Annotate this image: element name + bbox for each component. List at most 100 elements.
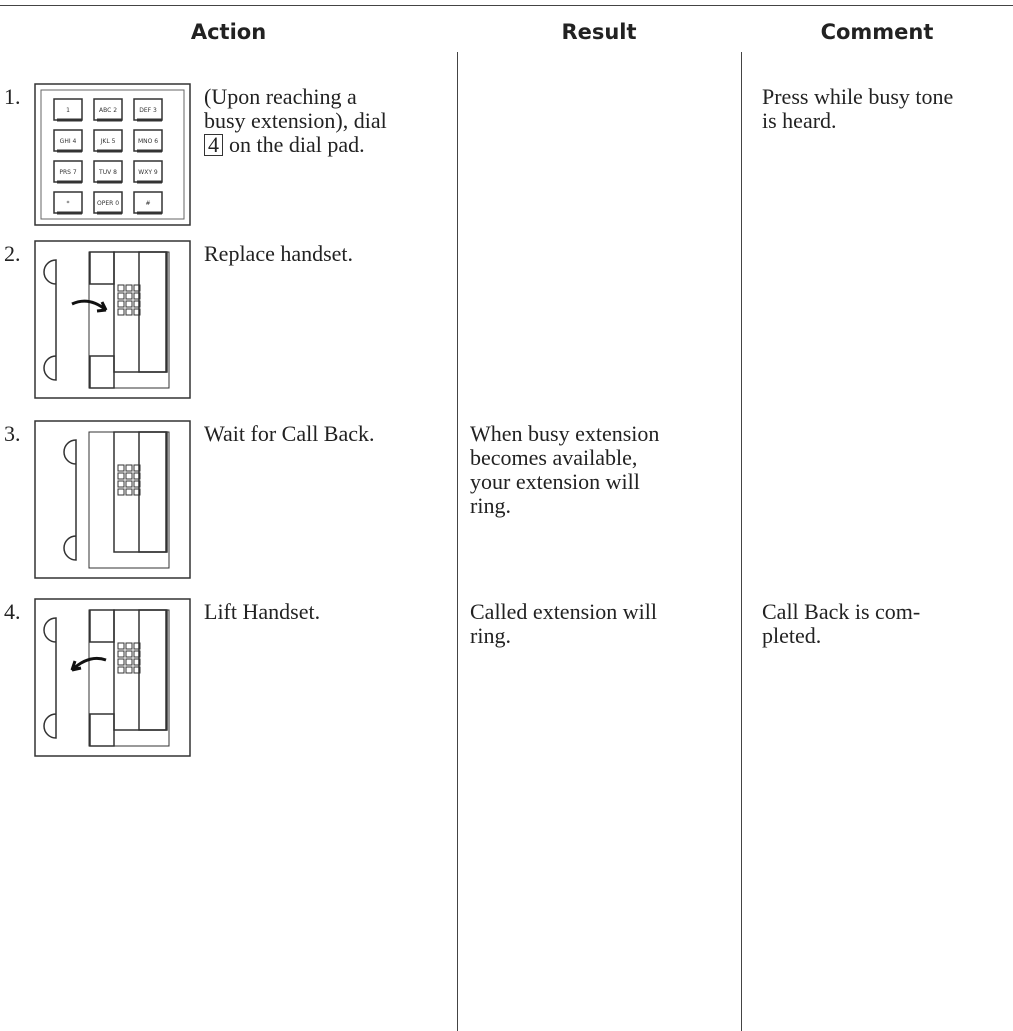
comment-text: Call Back is com- xyxy=(762,599,921,624)
body xyxy=(138,609,168,731)
key xyxy=(125,308,133,316)
key xyxy=(117,464,125,472)
key-label: DEF 3 xyxy=(139,107,157,114)
key xyxy=(125,642,133,650)
key xyxy=(117,284,125,292)
step-number: 1. xyxy=(4,84,21,109)
comment-text: pleted. xyxy=(762,623,822,648)
step-number: 4. xyxy=(4,599,21,624)
key-label: # xyxy=(145,200,150,207)
key xyxy=(117,666,125,674)
key-label: PRS 7 xyxy=(59,169,77,176)
illustration xyxy=(34,240,191,399)
illustration: 1 ABC 2 DEF 3 GHI 4 JKL 5 MNO 6 PRS 7 TUV 8 WXY … xyxy=(34,83,191,226)
frame xyxy=(34,83,191,226)
comment-text: is heard. xyxy=(762,108,837,133)
action-text: Wait for Call Back. xyxy=(204,421,375,446)
handset xyxy=(43,617,57,739)
key xyxy=(133,480,141,488)
body xyxy=(138,251,168,373)
column-divider xyxy=(741,52,742,1031)
key xyxy=(133,464,141,472)
body xyxy=(88,251,170,389)
key xyxy=(133,472,141,480)
key-label: OPER 0 xyxy=(97,200,119,207)
frame xyxy=(34,240,191,399)
action-text: Lift Handset. xyxy=(204,599,321,624)
key xyxy=(133,488,141,496)
key xyxy=(117,308,125,316)
key xyxy=(133,292,141,300)
body xyxy=(88,609,170,747)
key-label: WXY 9 xyxy=(138,169,158,176)
key xyxy=(117,642,125,650)
frame xyxy=(34,598,191,757)
arrow xyxy=(70,656,107,672)
key-label: JKL 5 xyxy=(100,138,116,145)
action-text: 4 on the dial pad. xyxy=(204,133,365,157)
step-number: 2. xyxy=(4,241,21,266)
key xyxy=(133,658,141,666)
frame xyxy=(40,89,185,220)
key xyxy=(125,284,133,292)
cradle xyxy=(89,251,115,285)
comment-text: Press while busy tone xyxy=(762,84,954,109)
result-text: your extension will xyxy=(470,469,640,494)
cradle xyxy=(89,355,115,389)
action-text: (Upon reaching a xyxy=(204,84,357,109)
key-label: GHI 4 xyxy=(60,138,77,145)
action-text: busy extension), dial xyxy=(204,108,387,133)
result-text: ring. xyxy=(470,623,511,648)
key xyxy=(117,292,125,300)
key xyxy=(125,666,133,674)
key xyxy=(117,488,125,496)
key xyxy=(133,284,141,292)
key-label: 1 xyxy=(66,107,70,114)
key xyxy=(125,658,133,666)
key xyxy=(125,292,133,300)
key xyxy=(133,308,141,316)
key xyxy=(117,480,125,488)
action-text: Replace handset. xyxy=(204,241,354,266)
key xyxy=(117,300,125,308)
column-divider xyxy=(457,52,458,1031)
key-label: * xyxy=(67,200,70,207)
key xyxy=(125,464,133,472)
arrow xyxy=(71,299,108,313)
step-number: 3. xyxy=(4,421,21,446)
handset xyxy=(63,439,77,561)
body xyxy=(138,431,168,553)
key xyxy=(117,650,125,658)
handset xyxy=(43,259,57,381)
result-text: When busy extension xyxy=(470,421,660,446)
body xyxy=(88,431,170,569)
result-text: Called extension will xyxy=(470,599,657,624)
result-text: becomes available, xyxy=(470,445,638,470)
key xyxy=(133,666,141,674)
key xyxy=(125,300,133,308)
key xyxy=(133,300,141,308)
column-header: Result xyxy=(561,20,637,44)
key xyxy=(117,658,125,666)
cradle xyxy=(89,609,115,643)
key-label: MNO 6 xyxy=(138,138,158,145)
key-label: TUV 8 xyxy=(98,169,117,176)
key xyxy=(125,480,133,488)
key-reference: 4 xyxy=(204,134,223,156)
key xyxy=(133,650,141,658)
column-header: Action xyxy=(190,20,267,44)
key-label: ABC 2 xyxy=(99,107,117,114)
illustration xyxy=(34,420,191,579)
key xyxy=(117,472,125,480)
key xyxy=(125,488,133,496)
action-text: on the dial pad. xyxy=(229,132,365,157)
frame xyxy=(34,420,191,579)
key xyxy=(125,472,133,480)
top-rule xyxy=(0,5,1013,6)
key xyxy=(125,650,133,658)
column-header: Comment xyxy=(820,20,934,44)
key xyxy=(133,642,141,650)
result-text: ring. xyxy=(470,493,511,518)
illustration xyxy=(34,598,191,757)
